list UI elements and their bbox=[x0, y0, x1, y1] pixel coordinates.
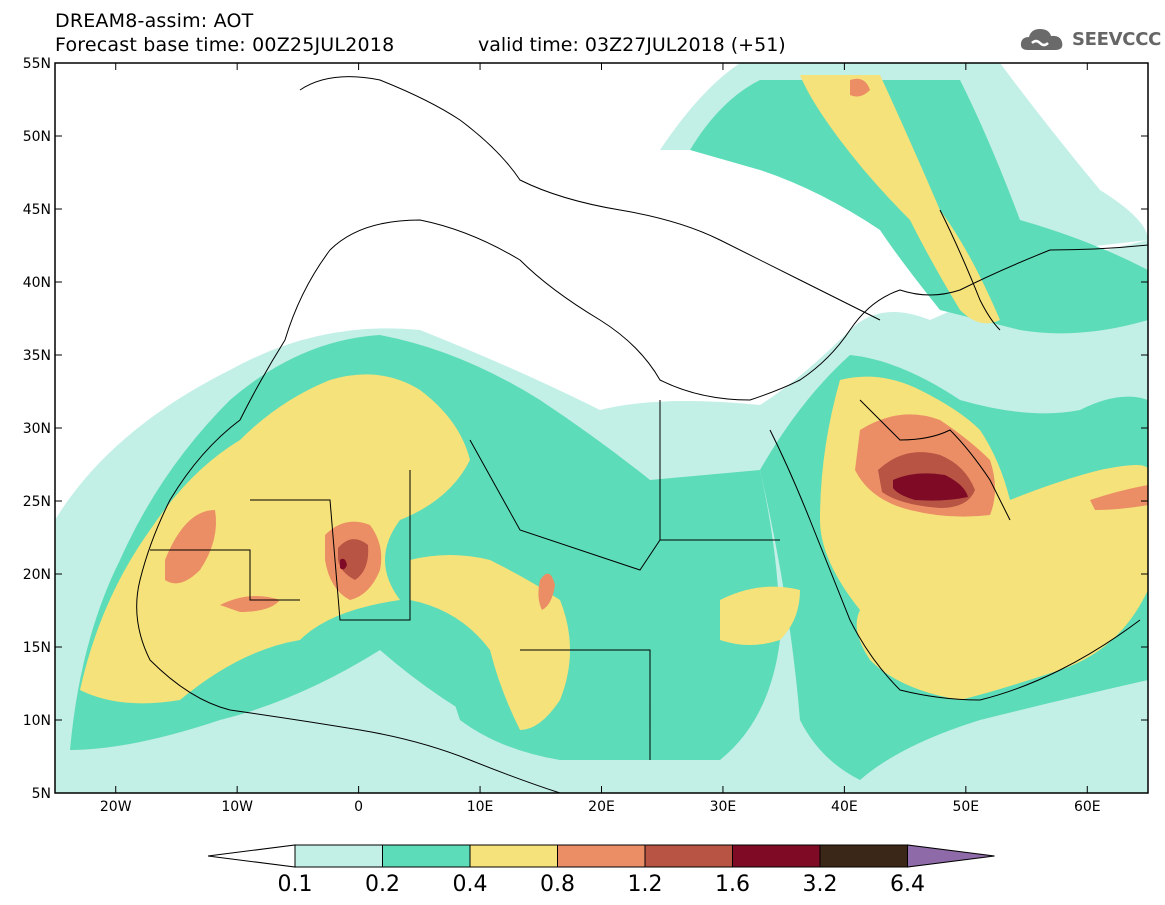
colorbar-label: 0.2 bbox=[365, 872, 400, 897]
colorbar-label: 1.2 bbox=[628, 872, 663, 897]
colorbar-label: 6.4 bbox=[890, 872, 925, 897]
lat-label: 20N bbox=[23, 567, 51, 583]
logo-text: SEEVCCC bbox=[1072, 28, 1162, 50]
valid-time: valid time: 03Z27JUL2018 (+51) bbox=[478, 34, 786, 56]
lon-label: 50E bbox=[952, 799, 979, 815]
lon-label: 30E bbox=[710, 799, 737, 815]
lat-label: 55N bbox=[23, 56, 51, 72]
lat-label: 5N bbox=[32, 786, 51, 802]
lon-label: 40E bbox=[831, 799, 858, 815]
colorbar-label: 0.1 bbox=[278, 872, 313, 897]
colorbar-high-arrow bbox=[907, 844, 995, 868]
seevccc-logo: SEEVCCC bbox=[1018, 24, 1161, 54]
colorbar-low-arrow bbox=[207, 844, 296, 868]
lon-label: 20W bbox=[100, 799, 132, 815]
lon-label: 60E bbox=[1074, 799, 1101, 815]
aot-level-1.6 bbox=[340, 473, 968, 570]
map-frame bbox=[54, 62, 1149, 794]
lat-label: 50N bbox=[23, 129, 51, 145]
colorbar-segment bbox=[382, 844, 471, 868]
lat-label: 10N bbox=[23, 713, 51, 729]
colorbar-labels: 0.1 0.2 0.4 0.8 1.2 1.6 3.2 6.4 bbox=[278, 872, 926, 897]
latitude-labels: 55N 50N 45N 40N 35N 30N 25N 20N 15N 10N 5N bbox=[23, 56, 51, 802]
colorbar bbox=[207, 844, 995, 868]
colorbar-segment bbox=[557, 844, 646, 868]
colorbar-label: 1.6 bbox=[715, 872, 750, 897]
cloud-icon bbox=[1020, 29, 1063, 50]
colorbar-segment bbox=[294, 844, 383, 868]
colorbar-label: 3.2 bbox=[803, 872, 838, 897]
colorbar-label: 0.4 bbox=[453, 872, 488, 897]
lon-label: 20E bbox=[588, 799, 615, 815]
map-title: DREAM8-assim: AOT bbox=[55, 10, 254, 32]
lat-label: 35N bbox=[23, 348, 51, 364]
colorbar-segment bbox=[732, 844, 821, 868]
lon-label: 10W bbox=[221, 799, 253, 815]
lon-label: 0 bbox=[354, 799, 363, 815]
colorbar-segment bbox=[819, 844, 908, 868]
forecast-base-time: Forecast base time: 00Z25JUL2018 bbox=[55, 34, 395, 56]
lat-label: 45N bbox=[23, 202, 51, 218]
lon-label: 10E bbox=[467, 799, 494, 815]
colorbar-label: 0.8 bbox=[540, 872, 575, 897]
lat-label: 40N bbox=[23, 275, 51, 291]
colorbar-segment bbox=[644, 844, 733, 868]
coastlines bbox=[136, 76, 1148, 793]
colorbar-segment bbox=[469, 844, 558, 868]
aot-field bbox=[55, 63, 1148, 793]
aot-level-0.4 bbox=[80, 75, 1148, 730]
lat-label: 30N bbox=[23, 421, 51, 437]
lat-label: 25N bbox=[23, 494, 51, 510]
longitude-labels: 20W 10W 0 10E 20E 30E 40E 50E 60E bbox=[100, 799, 1101, 815]
lat-label: 15N bbox=[23, 640, 51, 656]
